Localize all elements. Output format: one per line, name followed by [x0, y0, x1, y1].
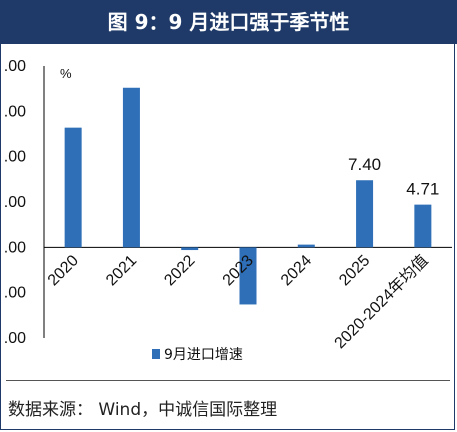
bar-chart: .00.00.00.00.00.00.00 % 2020 2021 2022 2023… — [4, 58, 452, 363]
source-note: 数据来源： Wind，中诚信国际整理 — [8, 400, 278, 420]
y-tick-label: .00 — [4, 330, 26, 347]
data-label-2025: 7.40 — [348, 155, 381, 174]
source-divider — [6, 380, 450, 381]
legend-swatch — [152, 349, 160, 359]
y-tick-label: .00 — [4, 194, 26, 211]
unit-label: % — [60, 66, 72, 81]
y-tick-label: .00 — [4, 285, 26, 302]
bar-2025 — [356, 180, 374, 248]
bar-2020 — [64, 127, 82, 248]
x-tick-label: 2021 — [103, 252, 140, 289]
legend-label: 9月进口增速 — [164, 347, 243, 363]
bar-2023 — [239, 247, 257, 305]
bar-2021 — [122, 87, 140, 248]
bar-2022 — [181, 247, 199, 251]
figure-title: 图 9：9 月进口强于季节性 — [0, 0, 457, 44]
y-tick-label: .00 — [4, 149, 26, 166]
bar-2024 — [297, 244, 315, 248]
y-tick-label: .00 — [4, 58, 26, 75]
x-tick-label: 2025 — [336, 252, 373, 289]
bar-2020-2024年均值 — [414, 204, 432, 248]
y-tick-label: .00 — [4, 103, 26, 120]
data-label-2020-2024年均值: 4.71 — [406, 180, 439, 199]
legend: 9月进口增速 — [152, 347, 243, 363]
x-tick-label: 2024 — [278, 252, 315, 289]
x-tick-label: 2022 — [161, 252, 198, 289]
x-tick-label: 2020 — [45, 252, 82, 289]
y-tick-label: .00 — [4, 239, 26, 256]
